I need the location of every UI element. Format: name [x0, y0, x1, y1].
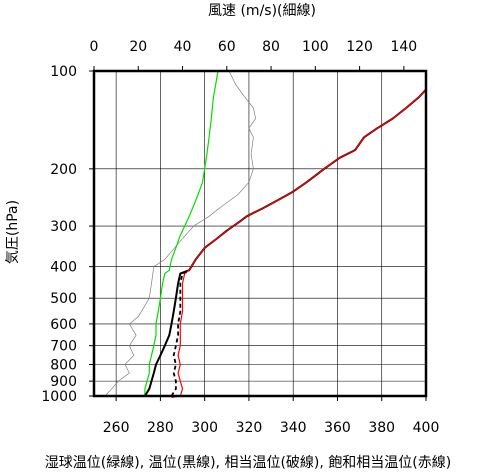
top-tick-label: 100	[302, 39, 329, 55]
y-tick-label: 500	[50, 291, 77, 307]
top-tick-label: 0	[90, 39, 99, 55]
y-tick-label: 100	[50, 64, 77, 80]
potential-temperature-line	[144, 88, 427, 397]
top-tick-label: 40	[174, 39, 192, 55]
saturated-equivalent-potential-temperature-line	[171, 89, 427, 398]
bottom-tick-label: 380	[368, 420, 395, 436]
series-lines	[104, 70, 427, 398]
bottom-tick-label: 360	[324, 420, 351, 436]
y-tick-label: 300	[50, 219, 77, 235]
y-tick-label: 600	[50, 317, 77, 333]
y-tick-label: 400	[50, 260, 77, 276]
bottom-tick-label: 340	[280, 420, 307, 436]
equivalent-potential-temperature-line	[170, 269, 190, 397]
wind-speed-line	[104, 70, 256, 397]
top-tick-label: 140	[390, 39, 417, 55]
y-tick-label: 700	[50, 339, 77, 355]
grid	[94, 71, 426, 396]
axis-ticks: 260 280 300 320 340 360 380 400 0 20 40 60 80 100 120 1…	[41, 39, 439, 436]
top-tick-label: 120	[346, 39, 373, 55]
bottom-axis-label: 湿球温位(緑線), 温位(黒線), 相当温位(破線), 飽和相当温位(赤線)	[45, 454, 451, 471]
top-tick-label: 20	[129, 39, 147, 55]
bottom-tick-label: 280	[147, 420, 174, 436]
bottom-tick-label: 320	[236, 420, 263, 436]
y-axis-label: 気圧(hPa)	[5, 200, 21, 264]
bottom-tick-label: 260	[103, 420, 130, 436]
top-tick-label: 80	[262, 39, 280, 55]
y-tick-label: 800	[50, 358, 77, 374]
top-axis-label: 風速 (m/s)(細線)	[208, 3, 316, 19]
y-tick-label: 900	[50, 374, 77, 390]
wet-bulb-potential-temperature-line	[144, 70, 219, 396]
plot-frame	[92, 69, 428, 398]
top-tick-label: 60	[218, 39, 236, 55]
bottom-tick-label: 400	[413, 420, 440, 436]
bottom-tick-label: 300	[191, 420, 218, 436]
y-tick-label: 1000	[41, 389, 77, 405]
y-tick-label: 200	[50, 162, 77, 178]
